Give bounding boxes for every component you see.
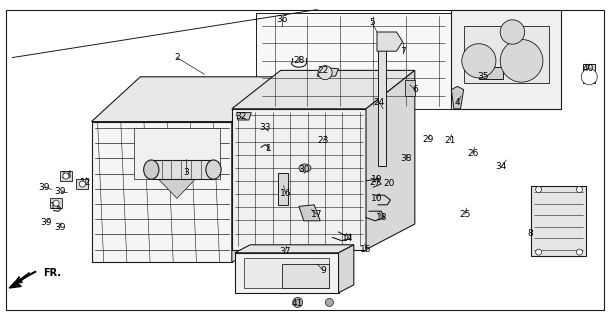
Text: 12: 12 [80, 178, 91, 187]
Circle shape [500, 39, 543, 82]
Text: 28: 28 [293, 56, 304, 65]
Text: 39: 39 [40, 218, 51, 227]
Text: 10: 10 [371, 194, 382, 203]
Polygon shape [12, 273, 29, 287]
Circle shape [500, 20, 525, 44]
Text: 13: 13 [62, 172, 73, 180]
Polygon shape [339, 245, 354, 293]
Text: 37: 37 [280, 247, 291, 256]
Circle shape [581, 69, 597, 85]
Text: 17: 17 [312, 210, 323, 219]
Polygon shape [151, 160, 214, 179]
Polygon shape [451, 10, 561, 109]
Text: 20: 20 [384, 180, 395, 188]
Polygon shape [317, 67, 339, 76]
Text: 7: 7 [400, 47, 406, 56]
Polygon shape [235, 245, 354, 253]
Text: 30: 30 [298, 165, 309, 174]
Polygon shape [244, 258, 329, 288]
Text: 19: 19 [371, 175, 382, 184]
Text: 6: 6 [412, 85, 418, 94]
Text: 14: 14 [342, 234, 353, 243]
Text: 24: 24 [374, 98, 385, 107]
Text: 40: 40 [583, 64, 594, 73]
Polygon shape [237, 113, 251, 120]
Circle shape [536, 187, 542, 192]
Ellipse shape [206, 160, 221, 179]
Text: 4: 4 [454, 98, 461, 107]
Text: 27: 27 [370, 178, 381, 187]
Polygon shape [60, 171, 72, 181]
Text: 5: 5 [369, 18, 375, 27]
Text: 1: 1 [265, 144, 271, 153]
Text: 15: 15 [361, 245, 371, 254]
Circle shape [462, 44, 496, 78]
Text: 34: 34 [496, 162, 507, 171]
Polygon shape [366, 70, 415, 250]
Circle shape [325, 298, 334, 307]
Text: 26: 26 [467, 149, 478, 158]
Polygon shape [232, 77, 287, 262]
Polygon shape [531, 186, 586, 256]
Circle shape [318, 66, 332, 80]
Polygon shape [92, 77, 287, 122]
Text: 39: 39 [54, 188, 65, 196]
Polygon shape [92, 122, 232, 262]
Text: 9: 9 [320, 266, 326, 275]
Polygon shape [232, 70, 415, 109]
Polygon shape [405, 80, 415, 96]
Polygon shape [256, 13, 451, 109]
Circle shape [53, 200, 59, 206]
Text: 11: 11 [51, 202, 62, 211]
Polygon shape [583, 64, 595, 83]
Text: 3: 3 [183, 168, 189, 177]
Text: 39: 39 [38, 183, 49, 192]
Polygon shape [451, 86, 464, 109]
Text: 22: 22 [318, 66, 329, 75]
Polygon shape [50, 198, 62, 208]
Polygon shape [9, 282, 21, 288]
Polygon shape [159, 179, 195, 198]
Polygon shape [479, 67, 503, 79]
Polygon shape [134, 128, 220, 179]
Polygon shape [282, 264, 329, 288]
Polygon shape [299, 205, 320, 221]
Circle shape [79, 181, 85, 187]
Polygon shape [378, 38, 386, 166]
Text: 38: 38 [400, 154, 411, 163]
Circle shape [536, 249, 542, 255]
Text: 35: 35 [478, 72, 489, 81]
Text: 16: 16 [280, 189, 291, 198]
Text: 8: 8 [528, 229, 534, 238]
Polygon shape [235, 253, 339, 293]
Polygon shape [232, 109, 366, 250]
Text: 25: 25 [459, 210, 470, 219]
Text: 36: 36 [276, 15, 287, 24]
Circle shape [293, 297, 303, 308]
Text: FR.: FR. [43, 268, 61, 278]
Circle shape [63, 173, 69, 179]
Polygon shape [278, 173, 288, 205]
Circle shape [576, 249, 583, 255]
Text: 39: 39 [54, 223, 65, 232]
Polygon shape [377, 32, 403, 51]
Text: 2: 2 [174, 53, 180, 62]
Circle shape [576, 187, 583, 192]
Text: 32: 32 [235, 112, 246, 121]
Text: 21: 21 [445, 136, 456, 145]
Ellipse shape [144, 160, 159, 179]
Text: 18: 18 [376, 213, 387, 222]
Text: 41: 41 [292, 299, 303, 308]
Ellipse shape [299, 164, 311, 172]
Text: 29: 29 [423, 135, 434, 144]
Text: 23: 23 [318, 136, 329, 145]
Polygon shape [464, 26, 549, 83]
Polygon shape [76, 179, 88, 189]
Text: 33: 33 [260, 124, 271, 132]
